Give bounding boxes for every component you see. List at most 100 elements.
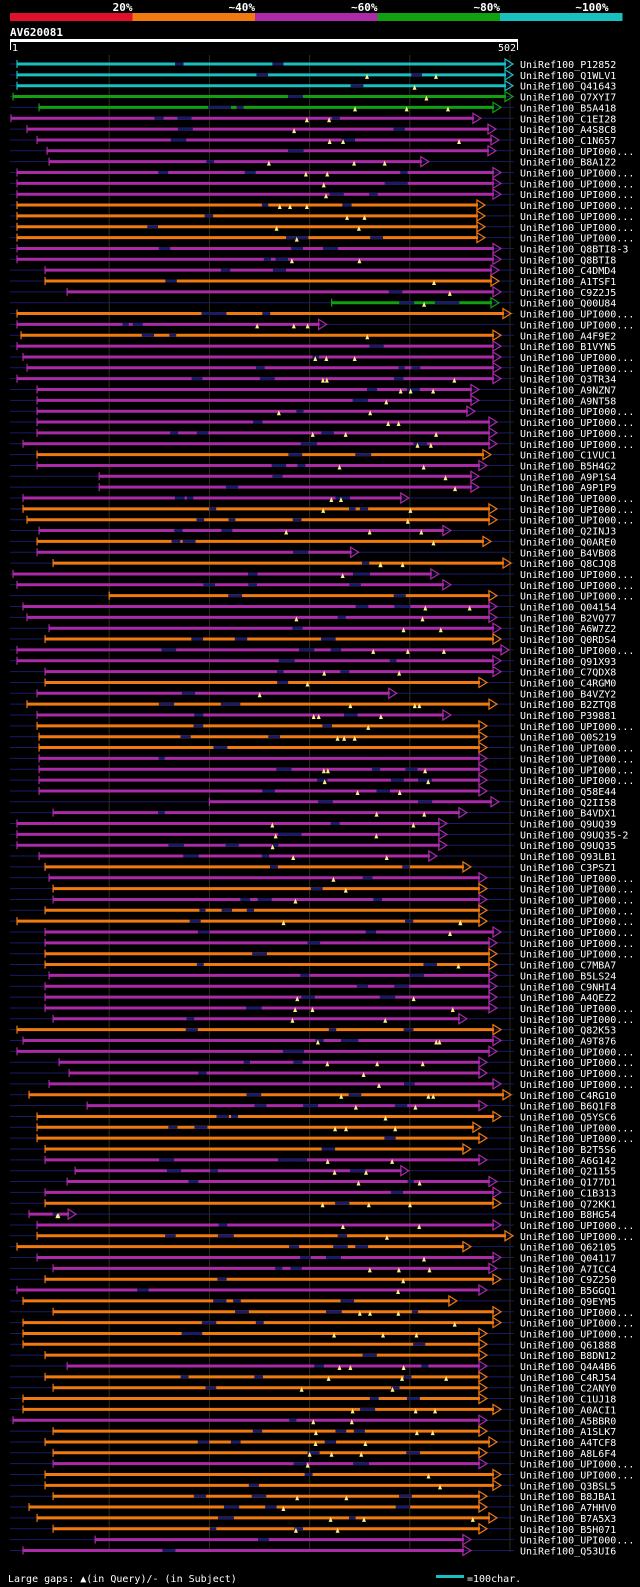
hit-label[interactable]: UniRef100_UPI000... [520,917,634,928]
hit-label[interactable]: UniRef100_Q7XYI7 [520,93,616,104]
hit-label[interactable]: UniRef100_UPI000... [520,646,634,657]
hit-label[interactable]: UniRef100_C4RGM0 [520,678,616,689]
alignment-row[interactable]: UniRef100_UPI000... [10,936,634,950]
hit-label[interactable]: UniRef100_UPI000... [520,581,634,592]
alignment-row[interactable]: UniRef100_B4VB08 [10,546,616,559]
alignment-row[interactable]: UniRef100_UPI000... [10,915,634,928]
alignment-row[interactable]: UniRef100_C1UJ18 [10,1392,616,1406]
alignment-row[interactable]: UniRef100_UPI000... [10,318,634,331]
hit-label[interactable]: UniRef100_C1VUC1 [520,451,616,462]
hit-label[interactable]: UniRef100_P12852 [520,60,616,71]
alignment-row[interactable]: UniRef100_C4DMD4 [10,264,616,277]
hit-label[interactable]: UniRef100_Q04117 [520,1254,616,1265]
hit-label[interactable]: UniRef100_UPI000... [520,494,634,505]
alignment-row[interactable]: UniRef100_UPI000... [10,426,634,440]
hit-label[interactable]: UniRef100_P39881 [520,711,616,722]
hit-label[interactable]: UniRef100_UPI000... [520,1232,634,1243]
hit-label[interactable]: UniRef100_UPI000... [520,147,634,158]
alignment-row[interactable]: UniRef100_Q8BTI8-3 [10,242,628,255]
hit-label[interactable]: UniRef100_Q8BTI8 [520,255,616,266]
hit-label[interactable]: UniRef100_UPI000... [520,1319,634,1330]
alignment-row[interactable]: UniRef100_UPI000... [10,567,634,581]
alignment-row[interactable]: UniRef100_C2ANY0 [10,1381,616,1395]
hit-label[interactable]: UniRef100_A7HHV0 [520,1503,616,1514]
hit-label[interactable]: UniRef100_B2T5S6 [520,1145,616,1156]
alignment-row[interactable]: UniRef100_Q41643 [10,79,616,93]
hit-label[interactable]: UniRef100_UPI000... [520,516,634,527]
hit-label[interactable]: UniRef100_A6G142 [520,1156,616,1167]
hit-label[interactable]: UniRef100_A9T876 [520,1037,616,1048]
alignment-row[interactable]: UniRef100_Q9EYM5 [10,1294,616,1308]
alignment-row[interactable]: UniRef100_A1SLK7 [10,1425,616,1438]
alignment-row[interactable]: UniRef100_Q4A4B6 [10,1359,616,1373]
hit-label[interactable]: UniRef100_C2ANY0 [520,1384,616,1395]
alignment-row[interactable]: UniRef100_UPI000... [10,763,634,776]
hit-label[interactable]: UniRef100_UPI000... [520,320,634,331]
hit-label[interactable]: UniRef100_A8L6F4 [520,1449,616,1460]
alignment-row[interactable]: UniRef100_UPI000... [10,882,634,896]
alignment-row[interactable]: UniRef100_UPI000... [10,752,634,765]
hit-label[interactable]: UniRef100_UPI000... [520,429,634,440]
alignment-row[interactable]: UniRef100_UPI000... [10,1533,634,1547]
hit-label[interactable]: UniRef100_UPI000... [520,1004,634,1015]
alignment-row[interactable]: UniRef100_C1B313 [10,1186,616,1199]
alignment-row[interactable]: UniRef100_UPI000... [10,1457,634,1471]
hit-label[interactable]: UniRef100_B5GGQ1 [520,1286,616,1297]
hit-label[interactable]: UniRef100_UPI000... [520,1058,634,1069]
alignment-row[interactable]: UniRef100_B1VYN5 [10,340,616,353]
alignment-row[interactable]: UniRef100_UPI000... [10,350,634,364]
hit-label[interactable]: UniRef100_Q3TR34 [520,375,616,386]
alignment-row[interactable]: UniRef100_UPI000... [10,177,634,190]
alignment-row[interactable]: UniRef100_B5LS24 [10,969,616,982]
alignment-row[interactable]: UniRef100_Q3BSL5 [10,1479,616,1492]
hit-label[interactable]: UniRef100_UPI000... [520,1221,634,1232]
hit-label[interactable]: UniRef100_UPI000... [520,570,634,581]
hit-label[interactable]: UniRef100_Q21155 [520,1167,616,1178]
hit-label[interactable]: UniRef100_B4VZY2 [520,689,616,700]
hit-label[interactable]: UniRef100_A4S8C8 [520,125,616,136]
alignment-row[interactable]: UniRef100_B5A418 [10,101,616,114]
alignment-row[interactable]: UniRef100_UPI000... [10,643,634,657]
alignment-row[interactable]: UniRef100_Q04154 [10,600,616,614]
hit-label[interactable]: UniRef100_A4TCF8 [520,1438,616,1449]
hit-label[interactable]: UniRef100_UPI000... [520,1460,634,1471]
alignment-row[interactable]: UniRef100_Q0ARE0 [10,535,616,548]
alignment-row[interactable]: UniRef100_A8L6F4 [10,1446,616,1460]
hit-label[interactable]: UniRef100_Q82K53 [520,1026,616,1037]
alignment-row[interactable]: UniRef100_A4TCF8 [10,1435,616,1449]
alignment-row[interactable]: UniRef100_UPI000... [10,1121,634,1134]
hit-label[interactable]: UniRef100_B4VDX1 [520,809,616,820]
alignment-row[interactable]: UniRef100_Q177D1 [10,1175,616,1189]
hit-label[interactable]: UniRef100_UPI000... [520,765,634,776]
alignment-row[interactable]: UniRef100_UPI000... [10,774,634,787]
hit-label[interactable]: UniRef100_Q41643 [520,82,616,93]
alignment-row[interactable]: UniRef100_B4VZY2 [10,687,616,700]
alignment-row[interactable]: UniRef100_B5GGQ1 [10,1283,616,1297]
alignment-row[interactable]: UniRef100_C1N657 [10,133,616,147]
alignment-row[interactable]: UniRef100_A9P1P9 [10,481,616,494]
alignment-row[interactable]: UniRef100_Q0S219 [10,730,616,744]
alignment-row[interactable]: UniRef100_A4S8C8 [10,123,616,136]
alignment-row[interactable]: UniRef100_C7QDX8 [10,665,616,679]
alignment-row[interactable]: UniRef100_UPI000... [10,1132,634,1145]
alignment-row[interactable]: UniRef100_C3PSZ1 [10,860,616,874]
hit-label[interactable]: UniRef100_B8JBA1 [520,1492,616,1503]
alignment-row[interactable]: UniRef100_Q91X93 [10,654,616,668]
alignment-row[interactable]: UniRef100_B8DN12 [10,1349,616,1362]
hit-label[interactable]: UniRef100_UPI000... [520,234,634,245]
alignment-row[interactable]: UniRef100_UPI000... [10,437,634,451]
hit-label[interactable]: UniRef100_B1VYN5 [520,342,616,353]
alignment-row[interactable]: UniRef100_UPI000... [10,589,634,603]
hit-label[interactable]: UniRef100_Q58E44 [520,787,616,798]
hit-label[interactable]: UniRef100_A6W7Z2 [520,624,616,635]
hit-label[interactable]: UniRef100_UPI000... [520,179,634,190]
alignment-row[interactable]: UniRef100_A9P1S4 [10,470,616,483]
hit-label[interactable]: UniRef100_UPI000... [520,212,634,223]
alignment-row[interactable]: UniRef100_UPI000... [10,947,634,961]
hit-label[interactable]: UniRef100_A4F9E2 [520,331,616,342]
hit-label[interactable]: UniRef100_Q04154 [520,603,616,614]
alignment-row[interactable]: UniRef100_P12852 [10,57,616,71]
hit-label[interactable]: UniRef100_B2ZTQ8 [520,700,616,711]
alignment-row[interactable]: UniRef100_Q61888 [10,1338,616,1351]
hit-label[interactable]: UniRef100_UPI000... [520,906,634,917]
